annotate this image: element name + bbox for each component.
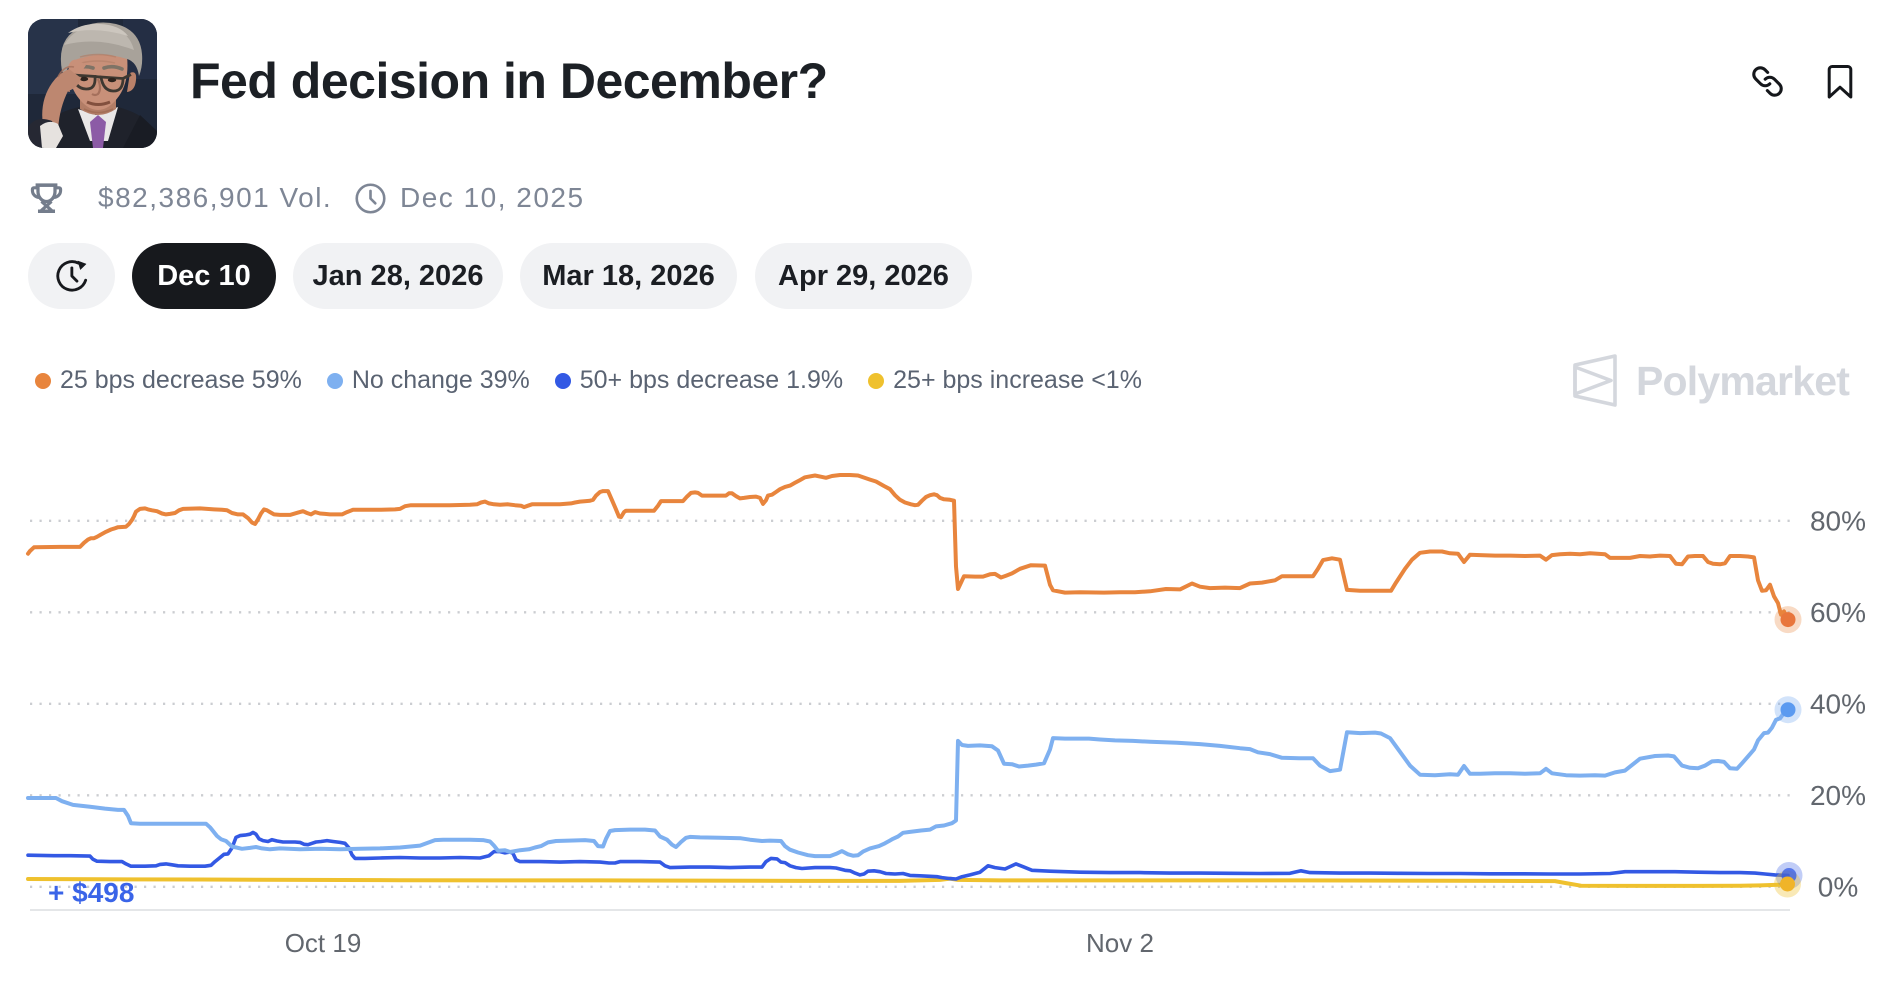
svg-text:Nov 2: Nov 2 <box>1086 928 1154 958</box>
svg-text:60%: 60% <box>1810 597 1866 628</box>
svg-text:40%: 40% <box>1810 689 1866 720</box>
svg-text:80%: 80% <box>1810 506 1866 537</box>
svg-text:20%: 20% <box>1810 780 1866 811</box>
svg-text:+ $498: + $498 <box>48 877 134 908</box>
svg-text:0%: 0% <box>1818 872 1858 903</box>
svg-text:Oct 19: Oct 19 <box>285 928 362 958</box>
svg-text:Polymarket: Polymarket <box>1636 358 1850 404</box>
